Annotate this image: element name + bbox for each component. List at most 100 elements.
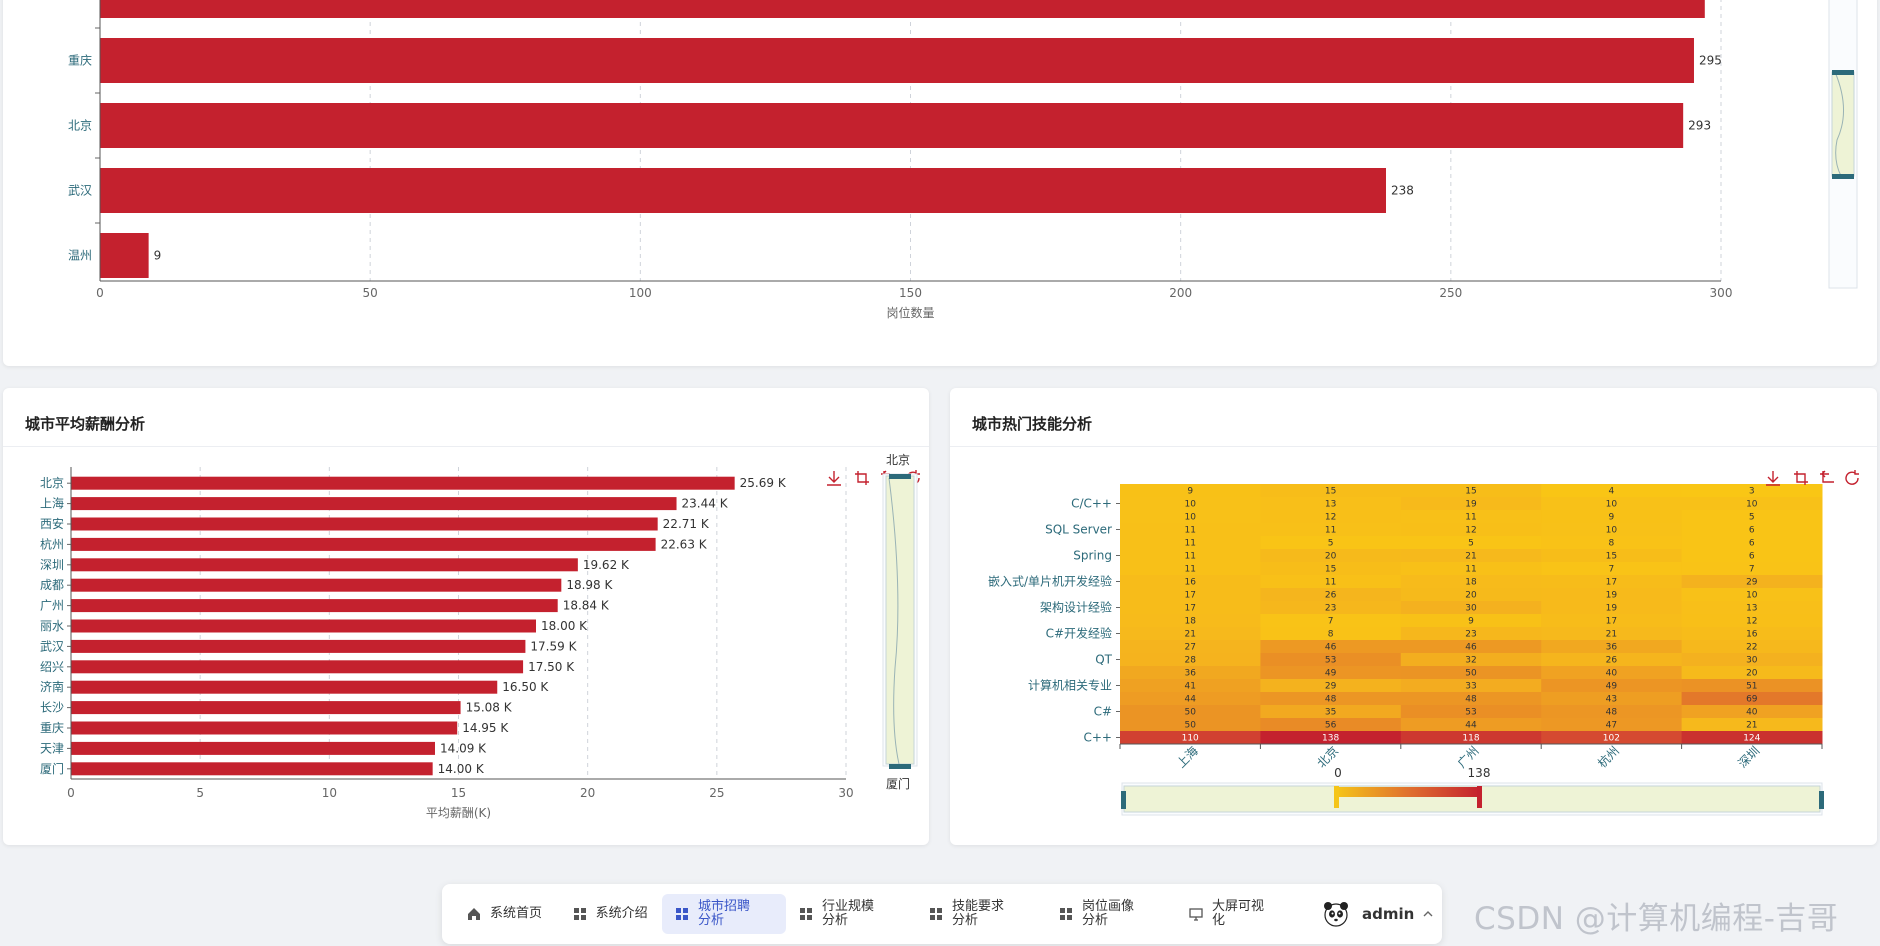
- user-menu[interactable]: admin: [1322, 894, 1434, 934]
- download-icon: [1766, 471, 1780, 486]
- data-label: 293: [1688, 119, 1711, 133]
- zoom-slider-shadow: [1834, 71, 1845, 177]
- cell-label: 36: [1184, 669, 1196, 679]
- y-tick-label: C/C++: [1071, 497, 1112, 511]
- nav-item-label: 岗位画像分析: [1082, 899, 1135, 928]
- y-tick-label: 长沙: [40, 701, 64, 715]
- visual-map-min-label: 0: [1334, 766, 1342, 780]
- cell-label: 41: [1184, 682, 1195, 692]
- heatmap-cell: [1120, 679, 1261, 693]
- heatmap-cell: [1541, 536, 1683, 550]
- heatmap-cell: [1260, 731, 1402, 745]
- cell-label: 48: [1465, 695, 1477, 705]
- y-tick-label: C#: [1094, 705, 1112, 719]
- bar: [71, 517, 658, 531]
- heatmap-cell: [1260, 692, 1402, 706]
- heatmap-cell: [1120, 640, 1261, 654]
- cell-label: 138: [1322, 734, 1339, 744]
- cell-label: 8: [1609, 539, 1615, 549]
- heatmap-cell: [1541, 627, 1683, 641]
- data-label: 18.84 K: [563, 599, 610, 613]
- nav-item-label: 系统首页: [490, 906, 543, 921]
- data-label: 17.50 K: [528, 660, 575, 674]
- cell-label: 17: [1606, 578, 1617, 588]
- heatmap-cell: [1260, 588, 1402, 602]
- nav-item[interactable]: 行业规模分析: [786, 894, 908, 934]
- cell-label: 19: [1606, 604, 1618, 614]
- heatmap-cell: [1681, 614, 1823, 628]
- y-tick-label: SQL Server: [1045, 523, 1112, 537]
- nav-item[interactable]: 系统介绍: [560, 894, 654, 934]
- heatmap-cell: [1541, 601, 1683, 615]
- x-tick-label: 150: [899, 286, 922, 300]
- nav-item[interactable]: 大屏可视化: [1176, 894, 1298, 934]
- cell-label: 6: [1749, 526, 1755, 536]
- heatmap-cell: [1400, 718, 1542, 732]
- icon-path: [855, 471, 869, 485]
- heatmap-cell: [1260, 536, 1402, 550]
- nav-item[interactable]: 城市招聘分析: [662, 894, 786, 934]
- y-tick-label: C#开发经验: [1046, 626, 1112, 641]
- cell-label: 18: [1184, 617, 1196, 627]
- heatmap-cell: [1120, 549, 1261, 563]
- cell-label: 16: [1746, 630, 1758, 640]
- y-tick-label: 武汉: [40, 639, 64, 653]
- nav-item[interactable]: 技能要求分析: [916, 894, 1038, 934]
- cell-label: 26: [1606, 656, 1618, 666]
- data-label: 25.69 K: [740, 476, 787, 490]
- heatmap-cell: [1541, 718, 1683, 732]
- heatmap-cell: [1681, 705, 1823, 719]
- cell-label: 9: [1609, 513, 1615, 523]
- y-tick-label: 成都: [40, 578, 64, 592]
- zoom-handle-right: [1819, 791, 1824, 809]
- heatmap-cell: [1541, 575, 1683, 589]
- cell-label: 29: [1746, 578, 1758, 588]
- visual-map-handle-min: [1334, 786, 1339, 808]
- heatmap-cell: [1260, 627, 1402, 641]
- data-label: 18.00 K: [541, 619, 588, 633]
- salary-chart: 0 5 10 15 20 25 30 北京 25.69 K 上海 23.44 K 西安 22.71 K 杭…: [40, 453, 920, 820]
- cell-label: 10: [1606, 526, 1618, 536]
- heatmap-cell: [1400, 497, 1542, 511]
- heatmap-cell: [1120, 653, 1261, 667]
- cell-label: 9: [1187, 487, 1193, 497]
- data-label: 238: [1391, 184, 1414, 198]
- nav-item-label: 行业规模分析: [822, 899, 875, 928]
- bar: [71, 619, 536, 633]
- x-tick-label: 10: [322, 786, 337, 800]
- cell-label: 50: [1184, 721, 1196, 731]
- cell-label: 36: [1606, 643, 1618, 653]
- x-axis-label: 岗位数量: [886, 305, 934, 320]
- y-tick-label: 西安: [40, 516, 64, 531]
- cell-label: 33: [1465, 682, 1476, 692]
- data-label: 14.09 K: [440, 741, 487, 755]
- salary-card-title: 城市平均薪酬分析: [25, 415, 146, 433]
- cell-label: 43: [1606, 695, 1617, 705]
- heatmap-cell: [1120, 614, 1261, 628]
- heatmap-cell: [1260, 549, 1402, 563]
- undo-icon: [1820, 470, 1834, 483]
- heatmap-cell: [1681, 666, 1823, 680]
- y-tick-label: 架构设计经验: [1040, 600, 1112, 615]
- cell-label: 5: [1749, 513, 1755, 523]
- nav-item[interactable]: 岗位画像分析: [1046, 894, 1168, 934]
- crop-icon: [855, 471, 869, 485]
- heatmap-cell: [1120, 523, 1261, 537]
- cell-label: 49: [1606, 682, 1618, 692]
- heatmap-cell: [1681, 575, 1823, 589]
- cell-label: 29: [1325, 682, 1337, 692]
- skills-card-title: 城市热门技能分析: [972, 415, 1093, 433]
- cell-label: 8: [1328, 630, 1334, 640]
- heatmap-cell: [1400, 510, 1542, 524]
- heatmap-cell: [1400, 640, 1542, 654]
- heatmap-cell: [1260, 601, 1402, 615]
- heatmap-cell: [1260, 497, 1402, 511]
- heatmap-cell: [1681, 497, 1823, 511]
- x-tick-label: 上海: [1173, 743, 1201, 771]
- y-tick-label: 上海: [40, 496, 64, 511]
- nav-item[interactable]: 系统首页: [454, 894, 552, 934]
- cell-label: 6: [1749, 552, 1755, 562]
- heatmap-cell: [1120, 497, 1261, 511]
- cell-label: 35: [1325, 708, 1336, 718]
- bar: [100, 38, 1694, 83]
